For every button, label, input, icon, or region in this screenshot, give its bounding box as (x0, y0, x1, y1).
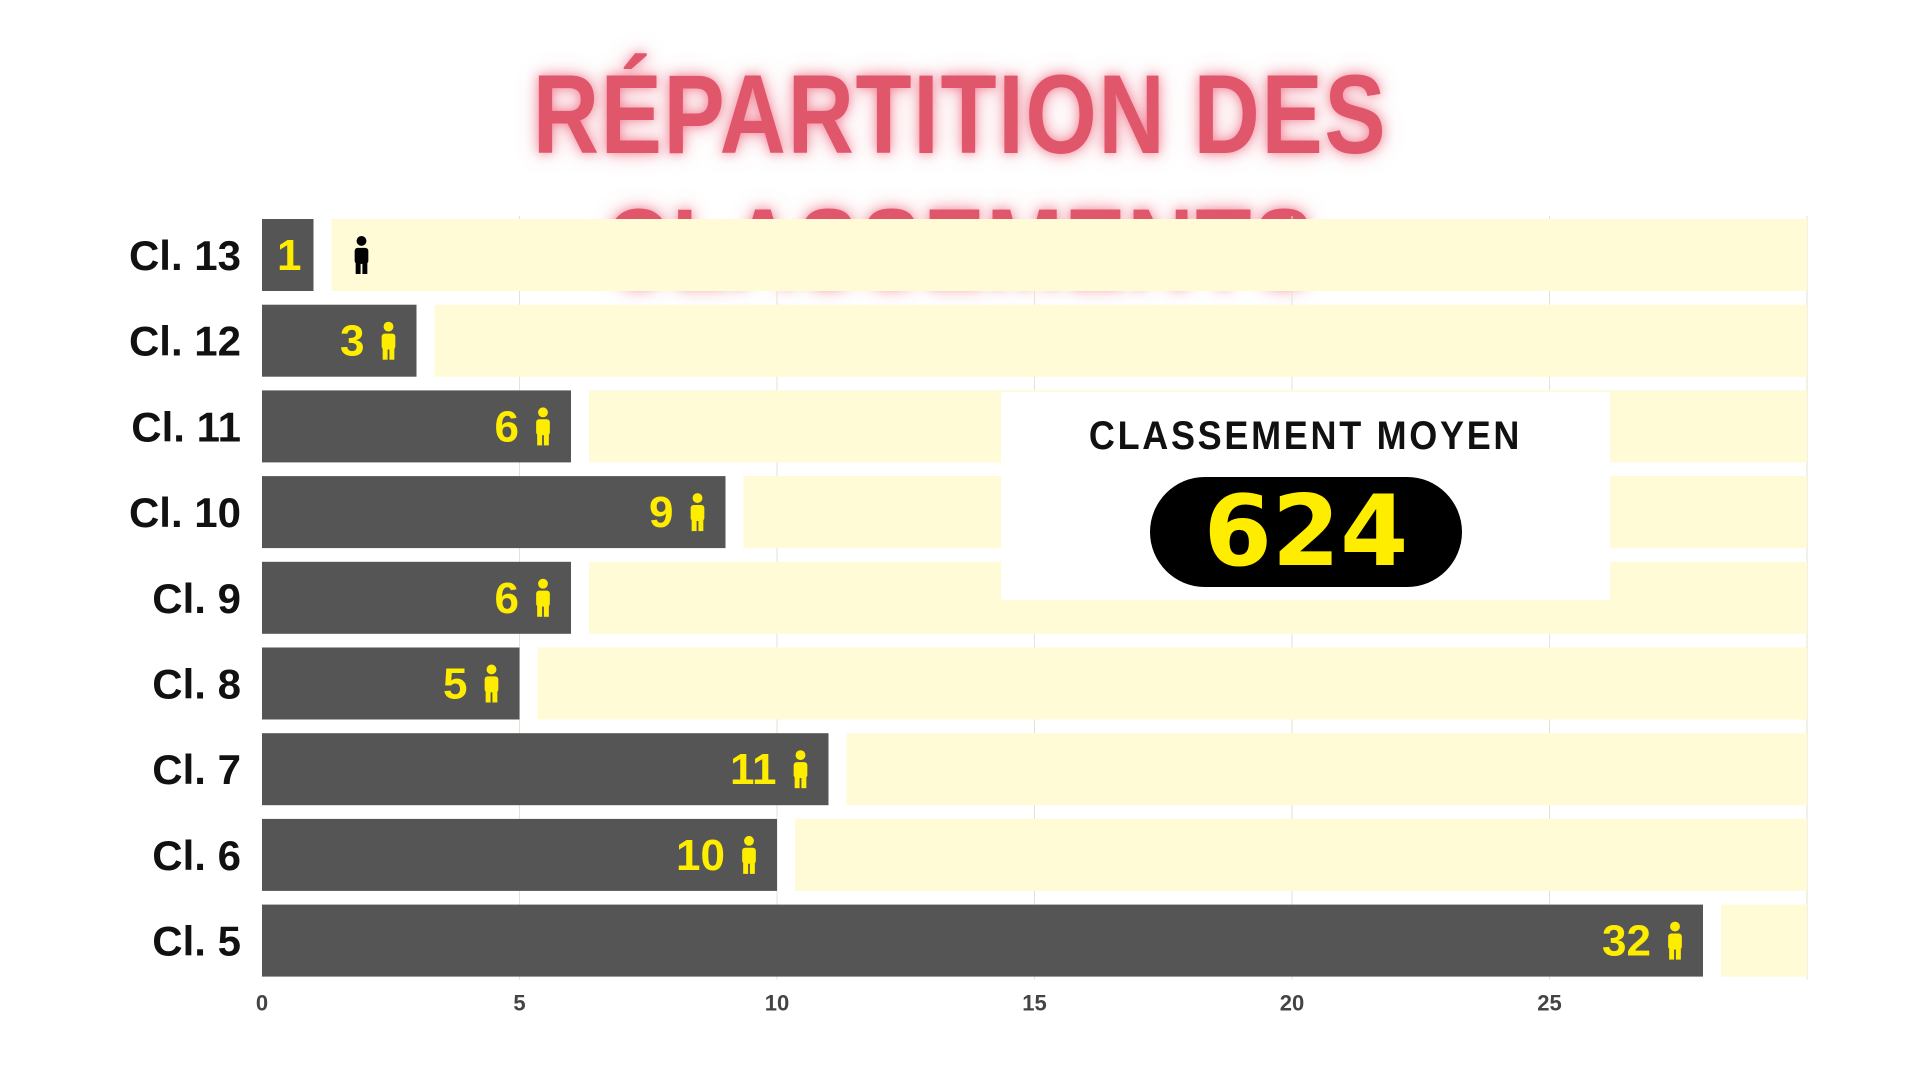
bar (262, 647, 520, 720)
bar (262, 219, 314, 291)
bar-value-label: 9 (649, 488, 673, 537)
x-tick-label: 5 (513, 991, 525, 1016)
person-icon (536, 407, 550, 446)
x-tick-label: 25 (1537, 991, 1561, 1016)
x-axis-ticks: 0 5 10 15 20 25 (256, 991, 1562, 1016)
bar (262, 904, 1703, 977)
bar-value-label: 32 (1602, 917, 1651, 966)
average-ranking-label: CLASSEMENT MOYEN (1088, 414, 1523, 458)
bar-value-label: 1 (277, 231, 301, 280)
bar (262, 476, 726, 549)
bar (262, 561, 571, 634)
person-icon (742, 835, 756, 874)
bar-track (1721, 904, 1807, 977)
average-ranking-pill: 624 (1150, 477, 1462, 587)
category-label: Cl. 7 (152, 746, 241, 793)
x-tick-label: 10 (765, 991, 789, 1016)
person-icon (381, 321, 396, 360)
bar-track (846, 733, 1807, 806)
category-label: Cl. 9 (152, 575, 241, 622)
bar-value-label: 5 (443, 660, 467, 709)
bar-track (537, 647, 1807, 720)
category-label: Cl. 10 (129, 489, 241, 536)
category-label: Cl. 13 (129, 232, 241, 279)
person-icon (793, 750, 808, 789)
bar-value-label: 6 (495, 574, 519, 623)
bar-track (331, 219, 1807, 291)
category-label: Cl. 8 (152, 661, 241, 708)
category-label: Cl. 5 (152, 918, 241, 965)
person-icon (690, 493, 705, 532)
person-icon (1668, 921, 1682, 960)
category-label: Cl. 11 (131, 403, 241, 450)
category-labels: Cl. 13 Cl. 12 Cl. 11 Cl. 10 Cl. 9 Cl. 8 Cl. 7 C… (129, 232, 241, 965)
bar-track (795, 818, 1807, 891)
x-tick-label: 0 (256, 991, 268, 1016)
average-ranking-value: 624 (1203, 475, 1409, 589)
x-tick-label: 20 (1280, 991, 1304, 1016)
bar-value-label: 3 (340, 317, 364, 366)
person-icon (484, 664, 499, 703)
bar-track (434, 304, 1807, 377)
person-icon (354, 236, 369, 274)
category-label: Cl. 6 (152, 832, 241, 879)
bar-value-label: 11 (730, 745, 777, 794)
bar (262, 390, 571, 463)
bar-value-label: 6 (495, 402, 519, 451)
bar (262, 733, 829, 806)
average-ranking-box: CLASSEMENT MOYEN 624 (1001, 392, 1610, 600)
x-tick-label: 15 (1022, 991, 1046, 1016)
bar (262, 818, 777, 891)
person-icon (536, 578, 550, 617)
category-label: Cl. 12 (129, 318, 241, 365)
bar-value-label: 10 (676, 831, 725, 880)
